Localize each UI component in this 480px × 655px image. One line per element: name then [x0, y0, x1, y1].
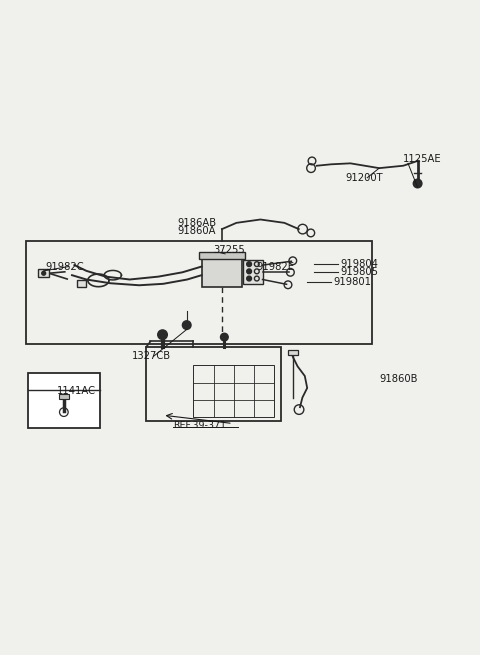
Bar — [288, 350, 298, 356]
Circle shape — [42, 271, 46, 275]
Circle shape — [247, 269, 252, 274]
Bar — [199, 252, 245, 259]
Bar — [202, 258, 242, 287]
Bar — [193, 365, 274, 417]
Bar — [38, 269, 49, 277]
Bar — [243, 260, 263, 284]
Bar — [59, 394, 69, 399]
Text: 91860A: 91860A — [178, 226, 216, 236]
Text: 919805: 919805 — [341, 267, 379, 277]
Text: REF.39-371: REF.39-371 — [173, 421, 226, 430]
Text: 91200T: 91200T — [346, 173, 383, 183]
Text: 1125AE: 1125AE — [403, 153, 442, 164]
Circle shape — [413, 179, 422, 188]
Bar — [26, 241, 372, 345]
Text: 919804: 919804 — [341, 259, 379, 269]
Bar — [28, 373, 100, 428]
Text: 91982C: 91982C — [46, 261, 84, 272]
Bar — [77, 280, 86, 287]
Circle shape — [247, 276, 252, 281]
Circle shape — [182, 321, 191, 329]
Circle shape — [220, 333, 228, 341]
Text: 1327CB: 1327CB — [132, 351, 171, 362]
Circle shape — [247, 262, 252, 267]
Text: 1141AC: 1141AC — [57, 386, 96, 396]
Text: 91860B: 91860B — [379, 374, 418, 384]
Circle shape — [158, 330, 168, 339]
Bar — [146, 346, 281, 421]
Text: 37255: 37255 — [214, 245, 245, 255]
Text: 9186AB: 9186AB — [178, 218, 217, 228]
Text: 91982E: 91982E — [257, 261, 295, 272]
Text: 919801: 919801 — [334, 277, 372, 287]
